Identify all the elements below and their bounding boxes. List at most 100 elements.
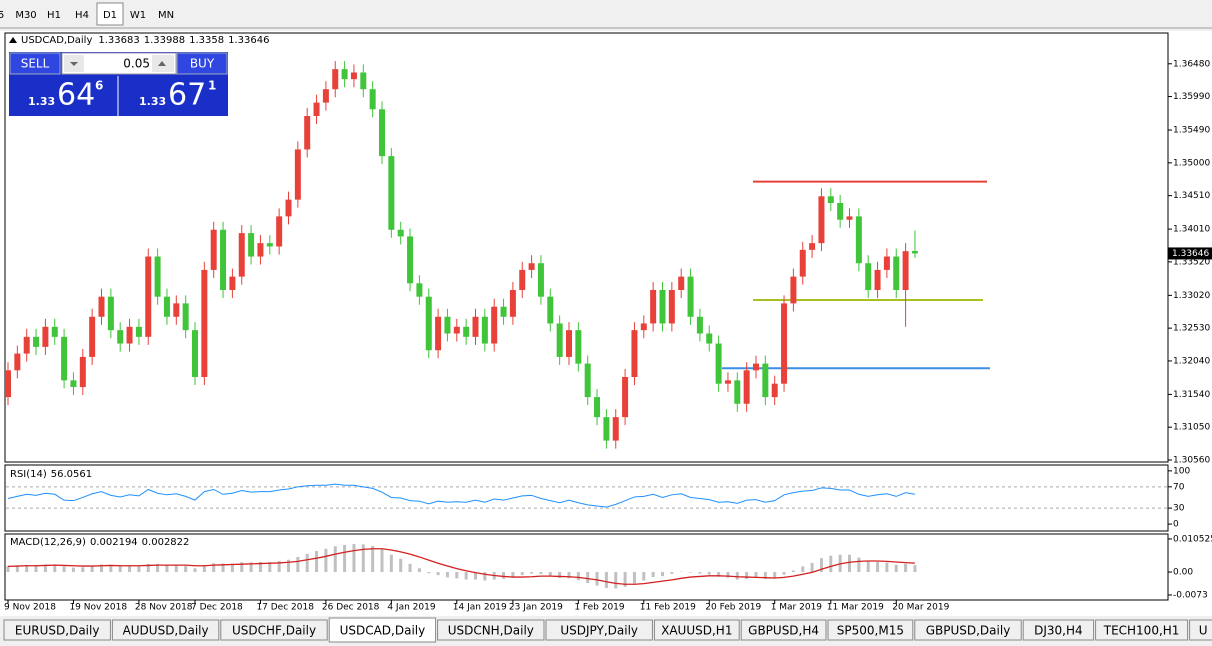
symbol-tab[interactable] xyxy=(653,619,740,641)
symbol-tab[interactable] xyxy=(1095,619,1189,641)
candle-body xyxy=(874,269,881,290)
candle-body xyxy=(491,306,498,344)
collapse-icon[interactable] xyxy=(9,37,17,43)
histogram-bar xyxy=(174,565,178,573)
histogram-bar xyxy=(184,566,188,573)
histogram-bar xyxy=(642,572,646,581)
timeframe-label: MN xyxy=(158,10,174,21)
histogram-bar xyxy=(455,572,459,579)
candle-body xyxy=(753,363,759,371)
lot-value: 0.05 xyxy=(123,57,150,71)
candle-body xyxy=(79,356,86,388)
symbol-tab[interactable] xyxy=(328,617,437,643)
candle-body xyxy=(453,326,460,334)
sell-button[interactable] xyxy=(9,52,61,75)
histogram-bar xyxy=(848,554,851,573)
histogram-bar xyxy=(548,572,552,576)
candle-body xyxy=(192,330,198,378)
histogram-bar xyxy=(146,563,150,573)
histogram-bar xyxy=(287,559,290,573)
candle-body xyxy=(304,115,311,150)
histogram-bar xyxy=(876,561,880,573)
histogram-bar xyxy=(511,572,515,578)
histogram-bar xyxy=(202,565,206,573)
symbol-tab[interactable] xyxy=(827,619,914,641)
symbol-tab[interactable] xyxy=(914,619,1022,641)
histogram-bar xyxy=(109,565,113,573)
histogram-bar xyxy=(43,564,47,573)
candle-body xyxy=(668,289,675,324)
histogram-bar xyxy=(801,566,805,573)
histogram-bar xyxy=(913,565,917,573)
symbol-tab[interactable] xyxy=(437,619,545,641)
rsi-value: 56.0561 xyxy=(51,469,92,480)
macd-panel xyxy=(4,533,1169,601)
timeframe-button[interactable] xyxy=(0,3,11,25)
histogram-bar xyxy=(885,562,889,573)
symbol-tab[interactable] xyxy=(1022,619,1095,641)
lot-input[interactable] xyxy=(61,52,177,75)
timeframe-label: H1 xyxy=(47,10,61,21)
tab-label: USDJPY,Daily xyxy=(560,624,638,638)
timeframe-button[interactable] xyxy=(13,3,39,25)
histogram-bar xyxy=(726,572,730,578)
candle-body xyxy=(603,417,610,441)
timeframe-button[interactable] xyxy=(41,3,67,25)
timeframe-label: D1 xyxy=(103,10,117,21)
symbol-tab[interactable] xyxy=(740,619,827,641)
x-tick-label: 26 Dec 2018 xyxy=(322,603,380,613)
tab-label: TECH100,H1 xyxy=(1103,624,1180,638)
histogram-bar xyxy=(530,572,534,574)
candle-body xyxy=(444,316,451,334)
candle-body xyxy=(846,216,853,220)
x-tick-label: 7 Dec 2018 xyxy=(191,603,243,613)
y-tick-label: 1.34510 xyxy=(1173,191,1210,201)
symbol: USDCAD,Daily xyxy=(21,35,92,46)
timeframe-button[interactable] xyxy=(153,3,179,25)
buy-button[interactable] xyxy=(176,52,228,75)
histogram-bar xyxy=(212,563,216,573)
histogram-bar xyxy=(25,564,29,573)
candle-body xyxy=(163,296,170,317)
candle-body xyxy=(5,370,11,398)
histogram-bar xyxy=(866,560,870,573)
candle-body xyxy=(622,377,629,418)
candle-body xyxy=(855,216,862,264)
rsi-line xyxy=(7,483,916,508)
timeframe-label: M30 xyxy=(15,10,36,21)
histogram-bar xyxy=(324,548,328,573)
histogram-bar xyxy=(782,572,786,575)
histogram-bar xyxy=(352,544,356,573)
timeframe-button[interactable] xyxy=(125,3,151,25)
histogram-bar xyxy=(277,561,281,573)
candle-body xyxy=(481,316,488,344)
symbol-tab[interactable] xyxy=(545,619,653,641)
candle-body xyxy=(407,236,414,284)
y-tick-label: 1.33020 xyxy=(1173,291,1210,301)
symbol-tab[interactable] xyxy=(111,619,220,641)
timeframe-label: H4 xyxy=(75,10,89,21)
candle-body xyxy=(173,303,180,317)
histogram-bar xyxy=(315,550,319,573)
candle-body xyxy=(762,363,769,398)
symbol-tab[interactable] xyxy=(220,619,328,641)
buy-label: BUY xyxy=(190,57,215,71)
histogram-bar xyxy=(399,558,403,573)
histogram-bar xyxy=(586,572,590,584)
sell-label: SELL xyxy=(21,57,50,71)
candle-body xyxy=(238,233,245,277)
candle-body xyxy=(51,326,58,337)
symbol-tab[interactable] xyxy=(1189,619,1212,641)
candle-body xyxy=(117,330,124,344)
candle-body xyxy=(266,243,273,247)
candle-body xyxy=(98,296,105,317)
timeframe-button[interactable] xyxy=(69,3,95,25)
symbol-tab[interactable] xyxy=(3,619,111,641)
candle-body xyxy=(771,383,778,398)
timeframe-button[interactable] xyxy=(96,2,124,26)
x-tick-label: 23 Jan 2019 xyxy=(509,603,563,613)
open-value: 1.33683 xyxy=(98,35,139,46)
candle-body xyxy=(500,306,507,317)
candle-body xyxy=(734,380,741,404)
